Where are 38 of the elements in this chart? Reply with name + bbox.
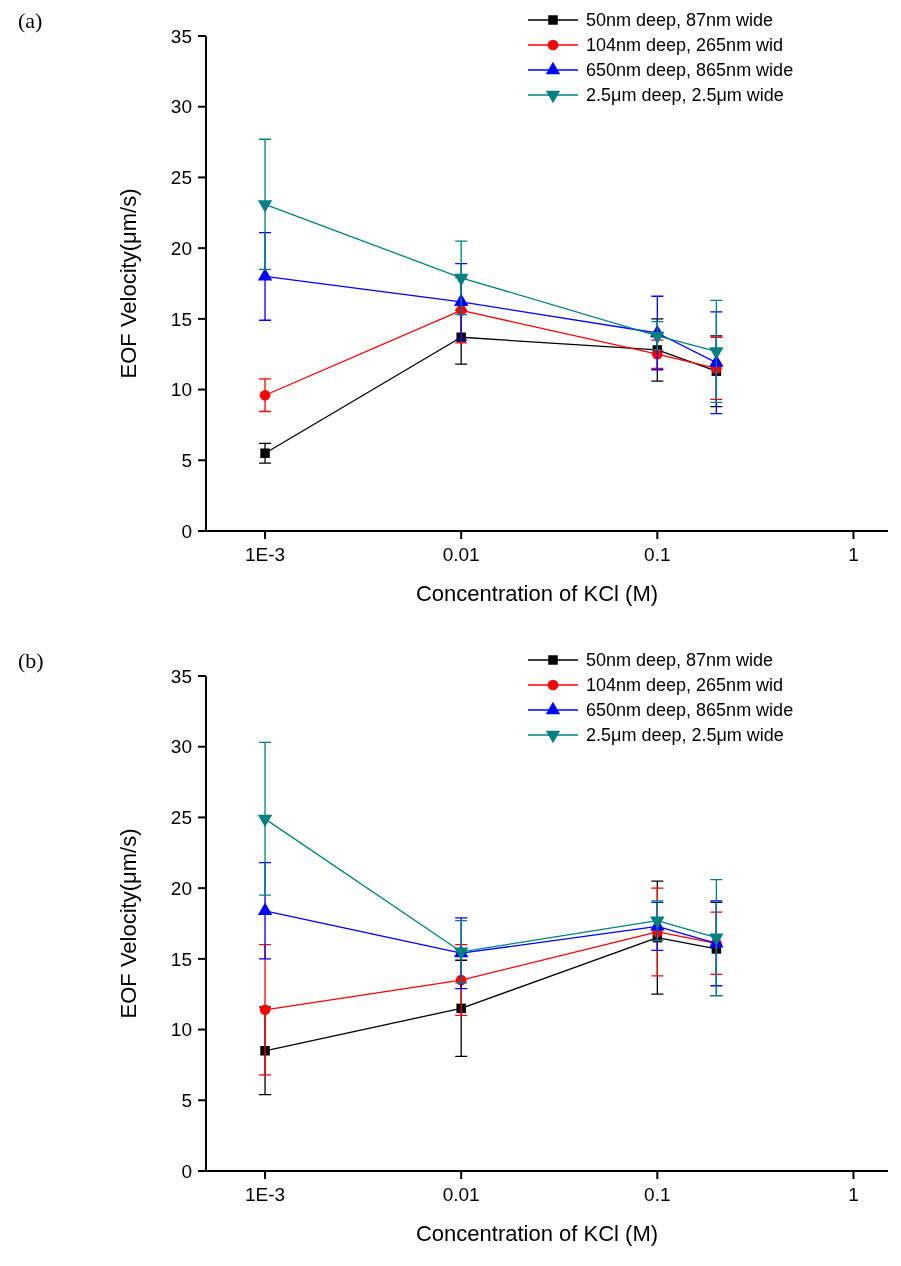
legend-label: 650nm deep, 865nm wide — [586, 60, 794, 81]
x-tick-label: 0.01 — [442, 544, 480, 565]
y-tick-label: 30 — [170, 96, 192, 118]
y-tick-label: 25 — [170, 807, 192, 829]
text: (b) — [18, 648, 44, 673]
y-tick-label: 35 — [170, 665, 192, 687]
legend-label: 650nm deep, 865nm wide — [586, 700, 794, 721]
y-tick-label: 20 — [170, 237, 192, 259]
y-tick-label: 15 — [170, 308, 192, 330]
x-axis-title: Concentration of KCl (M) — [415, 581, 659, 606]
x-tick-label: 1 — [848, 1184, 859, 1205]
x-axis-title: Concentration of KCl (M) — [415, 1221, 659, 1246]
y-tick-label: 0 — [181, 1160, 192, 1182]
legend-label: 2.5μm deep, 2.5μm wide — [586, 85, 784, 106]
x-tick-label: 0.1 — [644, 1184, 671, 1205]
text: (a) — [18, 8, 43, 33]
legend-label: 50nm deep, 87nm wide — [586, 10, 774, 31]
y-tick-label: 25 — [170, 167, 192, 189]
x-tick-label: 1E-3 — [244, 544, 286, 565]
legend-label: 104nm deep, 265nm wid — [586, 675, 784, 696]
y-axis-title: EOF Velocity(μm/s) — [116, 828, 141, 1019]
x-tick-label: 1 — [848, 544, 859, 565]
legend-label: 2.5μm deep, 2.5μm wide — [586, 725, 784, 746]
y-tick-label: 20 — [170, 877, 192, 899]
y-tick-label: 10 — [170, 1019, 192, 1041]
y-axis-title: EOF Velocity(μm/s) — [116, 188, 141, 379]
x-tick-label: 0.1 — [644, 544, 671, 565]
y-tick-label: 5 — [181, 1089, 192, 1111]
y-tick-label: 5 — [181, 449, 192, 471]
x-tick-label: 0.01 — [442, 1184, 480, 1205]
legend-label: 104nm deep, 265nm wid — [586, 35, 784, 56]
y-tick-label: 0 — [181, 520, 192, 542]
y-tick-label: 35 — [170, 25, 192, 47]
x-tick-label: 1E-3 — [244, 1184, 286, 1205]
y-tick-label: 15 — [170, 948, 192, 970]
y-tick-label: 10 — [170, 379, 192, 401]
y-tick-label: 30 — [170, 736, 192, 758]
legend-label: 50nm deep, 87nm wide — [586, 650, 774, 671]
